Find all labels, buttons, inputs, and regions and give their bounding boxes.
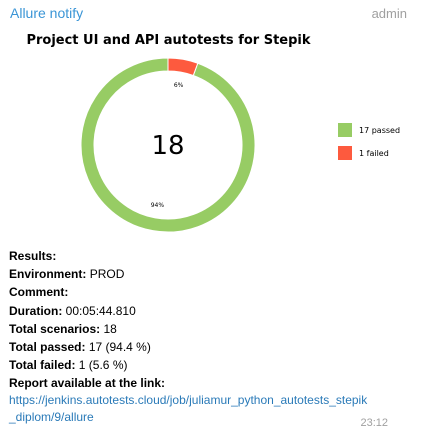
sender-role: admin <box>371 6 407 21</box>
report-details: Results: Environment: PROD Comment: Dura… <box>9 247 414 393</box>
passed-label: Total passed: <box>9 340 86 355</box>
duration-label: Duration: <box>9 303 63 318</box>
comment-label: Comment: <box>9 285 69 300</box>
pie-slice-passed <box>80 57 256 233</box>
legend-item: 1 failed <box>338 146 400 160</box>
chart-title: Project UI and API autotests for Stepik <box>26 33 311 48</box>
message-header: Allure notify admin <box>10 5 411 23</box>
scenarios-row: Total scenarios: 18 <box>9 320 414 338</box>
legend-swatch <box>338 146 352 160</box>
sender-name[interactable]: Allure notify <box>10 5 84 21</box>
legend-swatch <box>338 123 352 137</box>
environment-label: Environment: <box>9 267 87 282</box>
legend-label: 1 failed <box>359 148 389 158</box>
slice-pct-label: 94% <box>151 202 165 209</box>
report-label: Report available at the link: <box>9 376 166 391</box>
legend-label: 17 passed <box>359 125 401 135</box>
report-link[interactable]: https://jenkins.autotests.cloud/job/juli… <box>9 393 368 424</box>
failed-value: 1 (5.6 %) <box>78 358 128 373</box>
results-heading: Results: <box>9 249 57 263</box>
passed-row: Total passed: 17 (94.4 %) <box>9 338 414 356</box>
pie-slice-failed <box>167 57 199 77</box>
environment-value: PROD <box>89 267 125 282</box>
allure-chart: Project UI and API autotests for Stepik … <box>26 33 400 233</box>
environment-row: Environment: PROD <box>9 265 414 283</box>
slice-pct-label: 6% <box>174 82 184 89</box>
failed-row: Total failed: 1 (5.6 %) <box>9 356 414 374</box>
scenarios-value: 18 <box>103 321 117 336</box>
donut-chart: 94% 6% 18 <box>80 57 256 233</box>
duration-value: 00:05:44.810 <box>65 303 136 318</box>
legend-item: 17 passed <box>338 123 400 137</box>
center-total: 18 <box>151 131 184 161</box>
duration-row: Duration: 00:05:44.810 <box>9 302 414 320</box>
chart-legend: 17 passed 1 failed <box>338 123 400 169</box>
message-time: 23:12 <box>360 417 388 429</box>
scenarios-label: Total scenarios: <box>9 321 101 336</box>
passed-value: 17 (94.4 %) <box>88 340 151 355</box>
failed-label: Total failed: <box>9 358 76 373</box>
